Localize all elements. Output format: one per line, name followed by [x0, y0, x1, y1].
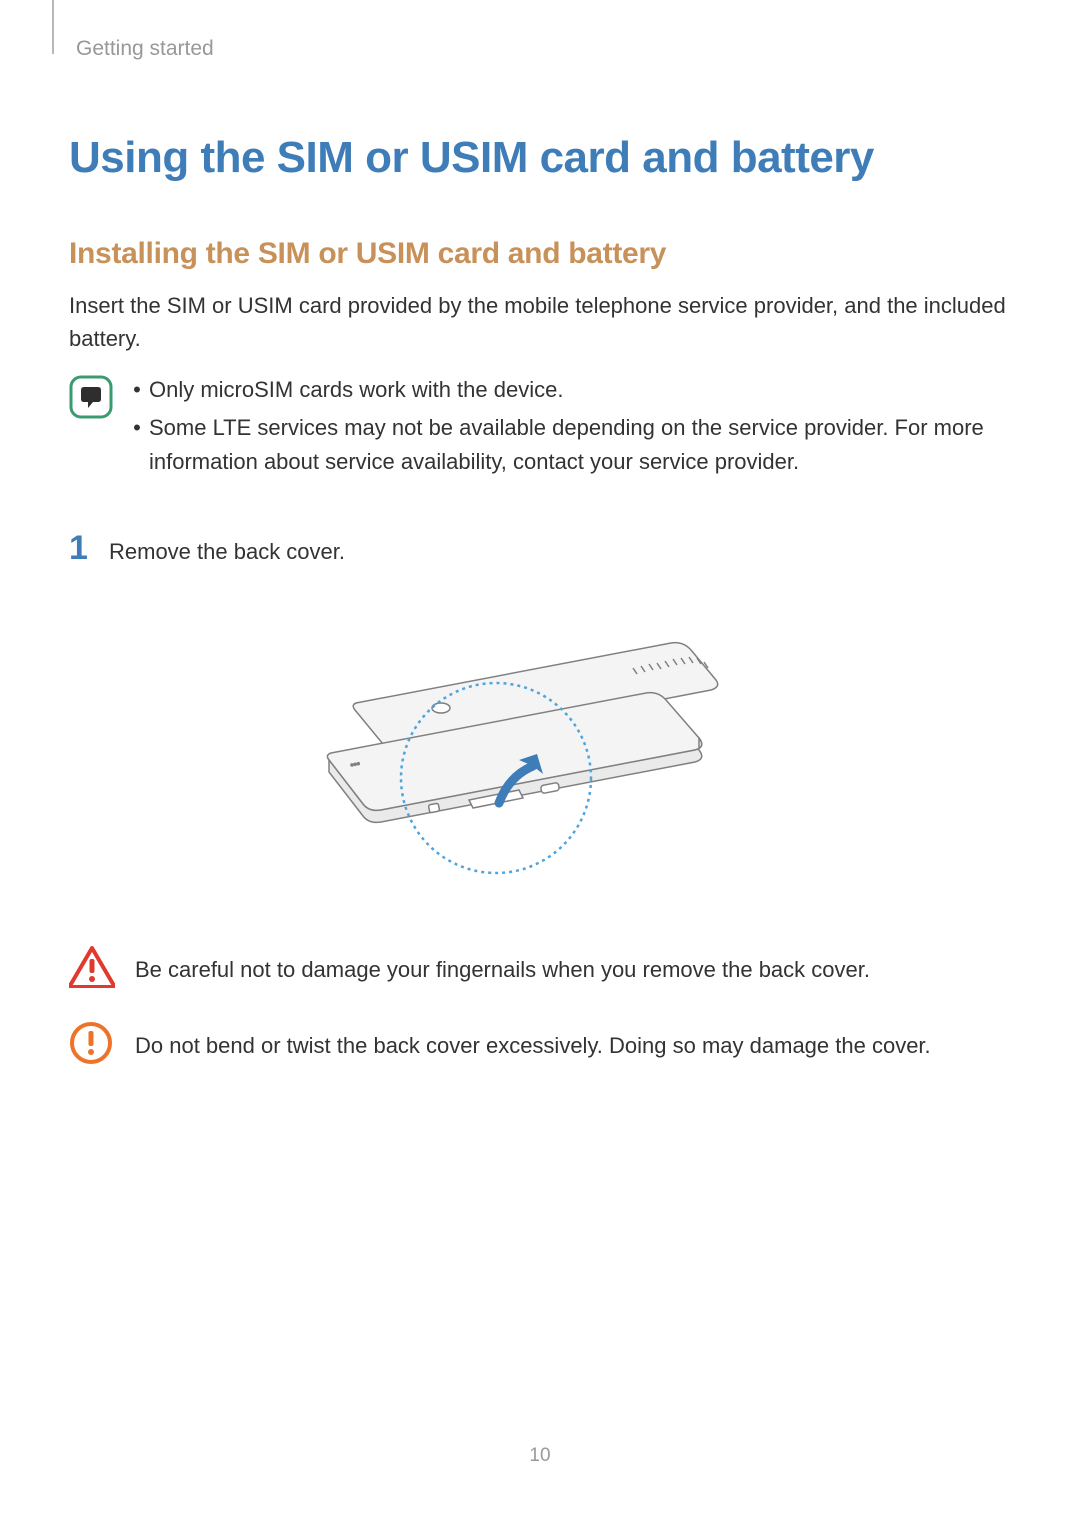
page-number: 10 [0, 1445, 1080, 1467]
note-list: • Only microSIM cards work with the devi… [125, 373, 1010, 483]
step-number: 1 [69, 529, 109, 568]
svg-text:◦◦◦: ◦◦◦ [349, 759, 360, 771]
section-heading: Installing the SIM or USIM card and batt… [69, 237, 1010, 271]
note-item: • Some LTE services may not be available… [125, 411, 1010, 479]
remove-cover-figure: ◦◦◦ [281, 608, 781, 898]
step-text: Remove the back cover. [109, 539, 345, 565]
bullet-icon: • [125, 411, 149, 479]
caution-block: Do not bend or twist the back cover exce… [69, 1021, 1010, 1070]
note-block: • Only microSIM cards work with the devi… [69, 373, 1010, 483]
note-text: Some LTE services may not be available d… [149, 411, 1010, 479]
header-rule [52, 0, 54, 54]
page-title: Using the SIM or USIM card and battery [69, 133, 1010, 183]
caution-icon [69, 1021, 117, 1070]
note-text: Only microSIM cards work with the device… [149, 373, 563, 407]
bullet-icon: • [125, 373, 149, 407]
note-item: • Only microSIM cards work with the devi… [125, 373, 1010, 407]
page-content: Getting started Using the SIM or USIM ca… [0, 0, 1080, 1070]
warning-icon [69, 946, 117, 993]
step-block: 1 Remove the back cover. [69, 529, 1010, 568]
caution-text: Do not bend or twist the back cover exce… [135, 1029, 931, 1062]
warning-block: Be careful not to damage your fingernail… [69, 946, 1010, 993]
breadcrumb: Getting started [76, 37, 1010, 61]
note-icon [69, 375, 117, 483]
warning-text: Be careful not to damage your fingernail… [135, 953, 870, 986]
intro-paragraph: Insert the SIM or USIM card provided by … [69, 289, 1010, 355]
